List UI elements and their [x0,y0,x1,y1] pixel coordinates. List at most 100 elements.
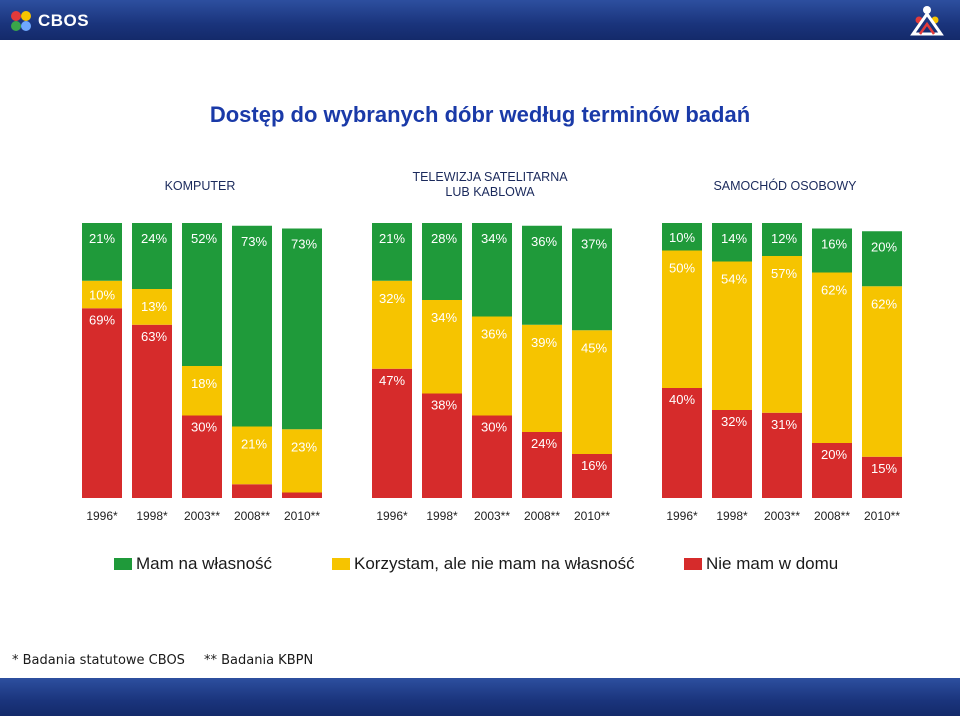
bar-use-p2-0 [662,250,702,388]
label-own-p1-4: 37% [581,237,607,252]
bar-use-p1-4 [572,330,612,454]
top-banner: CBOS [0,0,960,40]
legend-swatch-own [114,558,132,570]
bottom-banner [0,678,960,716]
label-use-p0-2: 18% [191,376,217,391]
panel-title-samochod: SAMOCHÓD OSOBOWY [713,179,857,193]
category-label-p2-4: 2010** [864,509,900,523]
bar-use-p2-4 [862,286,902,457]
bar-use-p0-0 [82,280,122,309]
bar-none-p2-4 [862,456,902,498]
category-label-p1-2: 2003** [474,509,510,523]
bar-own-p2-2 [762,223,802,256]
label-none-p0-2: 30% [191,420,217,435]
bar-none-p2-3 [812,443,852,498]
logo-text: CBOS [38,11,90,30]
bar-none-p1-1 [422,393,462,498]
bar-own-p2-4 [862,231,902,287]
category-label-p0-3: 2008** [234,509,270,523]
panel-title-komputer: KOMPUTER [164,179,236,193]
bar-use-p2-1 [712,261,752,410]
legend-item-own: Mam na własność [114,554,272,574]
label-use-p0-1: 13% [141,299,167,314]
label-use-p0-4: 23% [291,439,317,454]
label-use-p2-0: 50% [669,261,695,276]
bar-none-p2-0 [662,388,702,498]
legend-item-none: Nie mam w domu [684,554,838,574]
bar-own-p0-1 [132,223,172,289]
bar-none-p0-3 [232,484,272,498]
label-own-p0-0: 21% [89,231,115,246]
bar-own-p1-1 [422,223,462,300]
label-use-p2-2: 57% [771,266,797,281]
bar-own-p2-0 [662,223,702,251]
label-own-p0-2: 52% [191,231,217,246]
label-own-p0-1: 24% [141,231,167,246]
bar-own-p0-3 [232,225,272,427]
panel-title-telewizja: TELEWIZJA SATELITARNA LUB KABLOWA [380,170,600,200]
label-none-p2-2: 31% [771,417,797,432]
category-label-p1-0: 1996* [376,509,408,523]
bar-none-p1-3 [522,432,562,498]
bar-own-p1-4 [572,228,612,331]
cbos-logo: CBOS [8,7,89,35]
bar-none-p2-1 [712,410,752,498]
label-own-p0-4: 73% [291,237,317,252]
label-none-p0-1: 63% [141,329,167,344]
label-none-p2-3: 20% [821,447,847,462]
category-label-p0-1: 1998* [136,509,168,523]
bar-none-p1-0 [372,368,412,498]
label-own-p2-4: 20% [871,239,897,254]
label-none-p1-3: 24% [531,436,557,451]
label-own-p1-0: 21% [379,231,405,246]
bar-use-p1-2 [472,316,512,416]
bar-none-p0-0 [82,308,122,498]
bar-own-p0-4 [282,228,322,430]
panel-title-telewizja-line1: TELEWIZJA SATELITARNA [412,170,568,184]
label-none-p2-1: 32% [721,414,747,429]
legend-item-use: Korzystam, ale nie mam na własność [332,554,635,574]
bar-own-p0-2 [182,223,222,366]
bar-none-p0-1 [132,324,172,498]
bar-own-p2-1 [712,223,752,262]
chart-title: Dostęp do wybranych dóbr według terminów… [209,102,751,127]
bar-none-p1-4 [572,454,612,498]
legend: Mam na własność Korzystam, ale nie mam n… [0,554,960,578]
bar-use-p0-3 [232,426,272,485]
label-use-p2-4: 62% [871,296,897,311]
footnote-cbos: * Badania statutowe CBOS [12,653,185,668]
label-own-p2-1: 14% [721,231,747,246]
label-none-p2-4: 15% [871,461,897,476]
label-own-p0-3: 73% [241,234,267,249]
label-use-p1-0: 32% [379,291,405,306]
label-none-p1-0: 47% [379,373,405,388]
bar-use-p0-2 [182,366,222,416]
legend-swatch-none [684,558,702,570]
label-use-p0-3: 21% [241,437,267,452]
category-label-p2-2: 2003** [764,509,800,523]
label-own-p1-1: 28% [431,231,457,246]
panel-title-telewizja-line2: LUB KABLOWA [445,185,535,199]
legend-swatch-use [332,558,350,570]
bar-use-p2-3 [812,272,852,443]
bar-own-p1-3 [522,225,562,325]
bar-use-p0-1 [132,289,172,325]
people-logo-icon [910,6,944,36]
label-own-p2-0: 10% [669,230,695,245]
category-label-p0-0: 1996* [86,509,118,523]
bar-none-p0-4 [282,492,322,498]
category-label-p1-4: 2010** [574,509,610,523]
label-none-p1-4: 16% [581,458,607,473]
category-label-p1-1: 1998* [426,509,458,523]
bar-use-p0-4 [282,429,322,493]
cbos-logo-icon [11,11,31,31]
label-use-p1-2: 36% [481,327,507,342]
label-own-p2-3: 16% [821,237,847,252]
bar-none-p0-2 [182,415,222,498]
bar-none-p1-2 [472,415,512,498]
bar-use-p1-3 [522,324,562,432]
category-label-p0-4: 2010** [284,509,320,523]
bar-use-p2-2 [762,256,802,413]
bar-none-p2-2 [762,412,802,498]
